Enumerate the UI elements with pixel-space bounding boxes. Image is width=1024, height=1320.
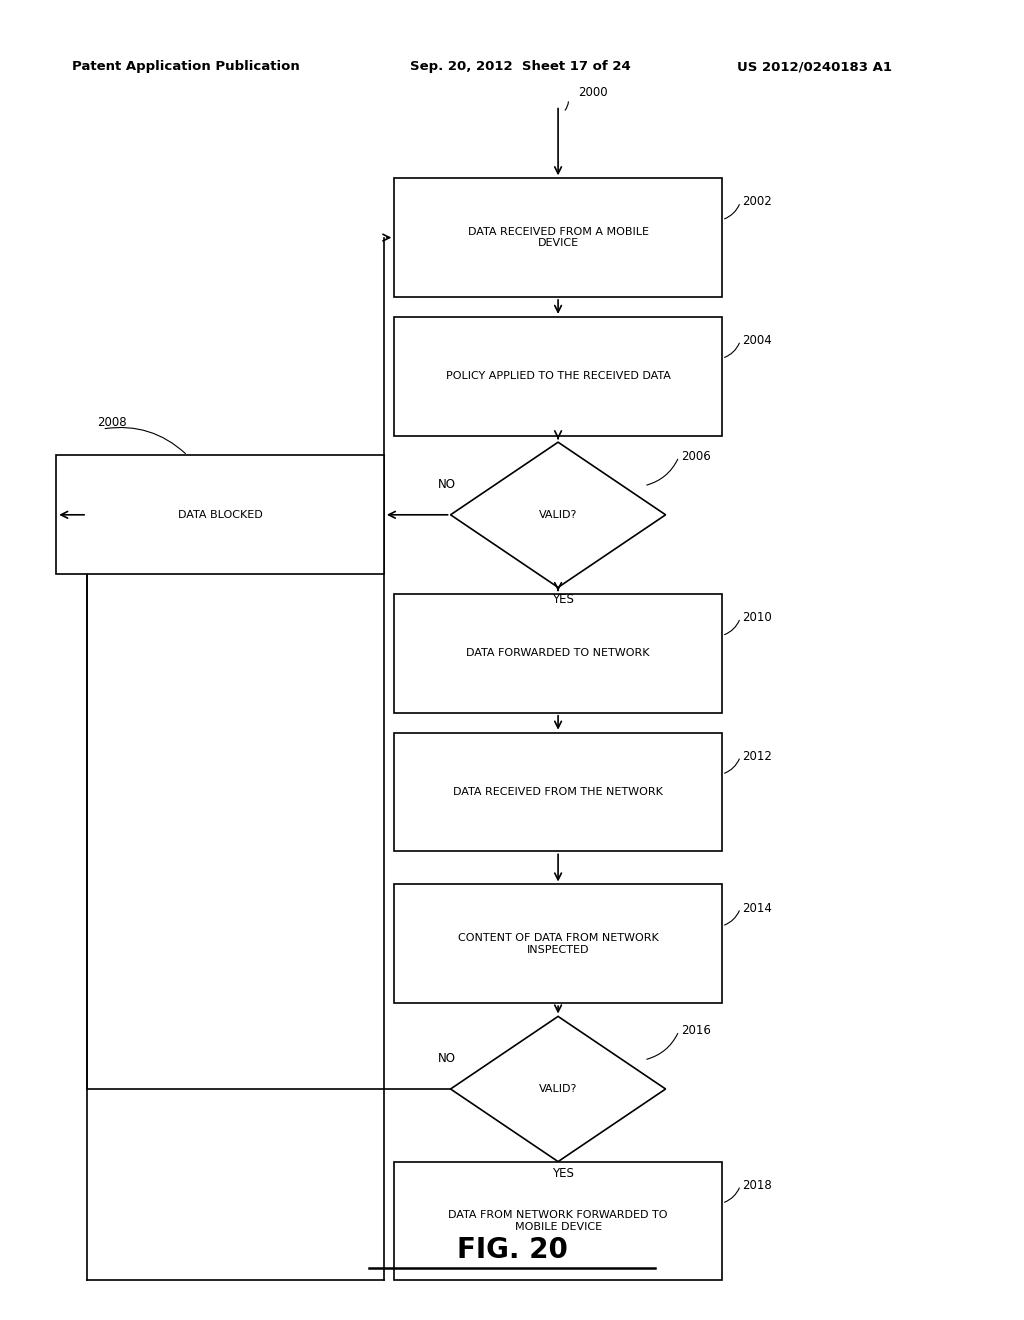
Bar (394, 1162, 722, 1280)
Text: 2012: 2012 (742, 750, 772, 763)
Bar (56, 455, 384, 574)
Text: YES: YES (552, 593, 574, 606)
Text: DATA RECEIVED FROM THE NETWORK: DATA RECEIVED FROM THE NETWORK (454, 787, 663, 797)
Text: NO: NO (437, 1052, 456, 1065)
Text: 2006: 2006 (681, 450, 711, 463)
Text: YES: YES (552, 1167, 574, 1180)
Text: NO: NO (437, 478, 456, 491)
Text: 2004: 2004 (742, 334, 772, 347)
Polygon shape (451, 1016, 666, 1162)
Text: DATA FROM NETWORK FORWARDED TO
MOBILE DEVICE: DATA FROM NETWORK FORWARDED TO MOBILE DE… (449, 1210, 668, 1232)
Text: VALID?: VALID? (539, 510, 578, 520)
Text: Sep. 20, 2012  Sheet 17 of 24: Sep. 20, 2012 Sheet 17 of 24 (410, 59, 631, 73)
Text: 2018: 2018 (742, 1179, 772, 1192)
Text: 2010: 2010 (742, 611, 772, 624)
Text: Patent Application Publication: Patent Application Publication (72, 59, 299, 73)
Text: POLICY APPLIED TO THE RECEIVED DATA: POLICY APPLIED TO THE RECEIVED DATA (445, 371, 671, 381)
Bar (394, 733, 722, 851)
Text: 2014: 2014 (742, 902, 772, 915)
Text: DATA BLOCKED: DATA BLOCKED (178, 510, 262, 520)
Text: 2016: 2016 (681, 1024, 711, 1038)
Bar (394, 594, 722, 713)
Text: 2000: 2000 (579, 86, 608, 99)
Text: DATA RECEIVED FROM A MOBILE
DEVICE: DATA RECEIVED FROM A MOBILE DEVICE (468, 227, 648, 248)
Bar (394, 884, 722, 1003)
Bar (394, 317, 722, 436)
Text: VALID?: VALID? (539, 1084, 578, 1094)
Bar (394, 178, 722, 297)
Text: FIG. 20: FIG. 20 (457, 1236, 567, 1263)
Text: CONTENT OF DATA FROM NETWORK
INSPECTED: CONTENT OF DATA FROM NETWORK INSPECTED (458, 933, 658, 954)
Text: 2008: 2008 (97, 416, 127, 429)
Polygon shape (451, 442, 666, 587)
Text: DATA FORWARDED TO NETWORK: DATA FORWARDED TO NETWORK (466, 648, 650, 659)
Text: 2002: 2002 (742, 195, 772, 209)
Text: US 2012/0240183 A1: US 2012/0240183 A1 (737, 59, 892, 73)
